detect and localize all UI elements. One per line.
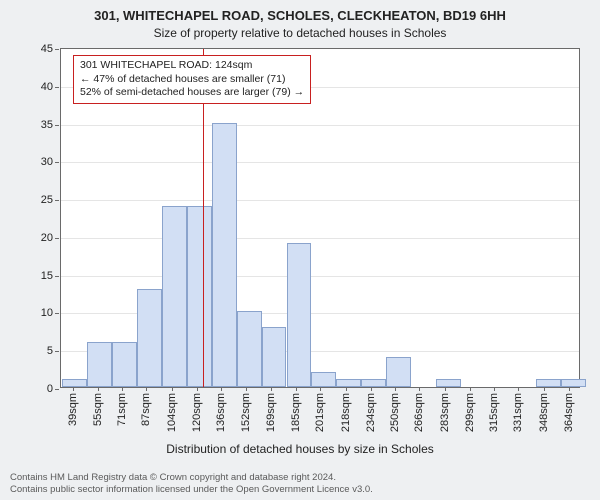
x-tick	[271, 387, 272, 391]
x-tick	[518, 387, 519, 391]
x-tick	[246, 387, 247, 391]
y-tick-label: 45	[41, 43, 53, 55]
x-tick-label: 104sqm	[166, 393, 178, 432]
histogram-bar	[386, 357, 411, 387]
histogram-bar	[112, 342, 137, 387]
x-tick-label: 71sqm	[116, 393, 128, 426]
y-tick	[55, 276, 59, 277]
y-tick-label: 5	[47, 345, 53, 357]
annotation-box: 301 WHITECHAPEL ROAD: 124sqm← 47% of det…	[73, 55, 311, 104]
attribution-footer: Contains HM Land Registry data © Crown c…	[10, 472, 590, 496]
x-tick-label: 266sqm	[413, 393, 425, 432]
gridline	[61, 162, 579, 163]
x-tick	[146, 387, 147, 391]
plot-area: 05101520253035404539sqm55sqm71sqm87sqm10…	[60, 48, 580, 388]
gridline	[61, 238, 579, 239]
y-tick-label: 15	[41, 270, 53, 282]
x-tick	[569, 387, 570, 391]
y-tick	[55, 162, 59, 163]
x-tick-label: 169sqm	[265, 393, 277, 432]
annotation-line: 301 WHITECHAPEL ROAD: 124sqm	[80, 59, 304, 73]
x-tick-label: 87sqm	[140, 393, 152, 426]
x-tick-label: 299sqm	[464, 393, 476, 432]
histogram-plot: 05101520253035404539sqm55sqm71sqm87sqm10…	[60, 48, 580, 388]
x-tick-label: 348sqm	[538, 393, 550, 432]
x-tick-label: 250sqm	[389, 393, 401, 432]
x-tick	[221, 387, 222, 391]
x-tick	[371, 387, 372, 391]
x-tick-label: 218sqm	[340, 393, 352, 432]
histogram-bar	[262, 327, 287, 387]
footer-line1: Contains HM Land Registry data © Crown c…	[10, 472, 590, 484]
x-tick	[494, 387, 495, 391]
x-tick-label: 331sqm	[512, 393, 524, 432]
gridline	[61, 125, 579, 126]
x-tick	[122, 387, 123, 391]
x-tick-label: 364sqm	[563, 393, 575, 432]
gridline	[61, 200, 579, 201]
x-tick	[197, 387, 198, 391]
y-tick	[55, 87, 59, 88]
y-tick-label: 30	[41, 156, 53, 168]
x-tick-label: 152sqm	[240, 393, 252, 432]
y-tick	[55, 125, 59, 126]
y-tick	[55, 313, 59, 314]
x-tick	[470, 387, 471, 391]
x-tick-label: 201sqm	[314, 393, 326, 432]
histogram-bar	[436, 379, 461, 387]
chart-title-line1: 301, WHITECHAPEL ROAD, SCHOLES, CLECKHEA…	[0, 8, 600, 23]
y-tick	[55, 49, 59, 50]
x-tick-label: 283sqm	[439, 393, 451, 432]
x-tick	[445, 387, 446, 391]
x-axis-label: Distribution of detached houses by size …	[0, 442, 600, 456]
x-tick	[296, 387, 297, 391]
annotation-line: ← 47% of detached houses are smaller (71…	[80, 73, 304, 87]
y-tick-label: 25	[41, 194, 53, 206]
x-tick	[320, 387, 321, 391]
y-tick	[55, 238, 59, 239]
x-tick-label: 315sqm	[488, 393, 500, 432]
histogram-bar	[311, 372, 336, 387]
histogram-bar	[561, 379, 586, 387]
gridline	[61, 276, 579, 277]
x-tick	[98, 387, 99, 391]
x-tick-label: 234sqm	[365, 393, 377, 432]
x-tick-label: 136sqm	[215, 393, 227, 432]
x-tick	[544, 387, 545, 391]
x-tick-label: 39sqm	[67, 393, 79, 426]
histogram-bar	[137, 289, 162, 387]
histogram-bar	[361, 379, 386, 387]
y-tick	[55, 389, 59, 390]
histogram-bar	[536, 379, 561, 387]
histogram-bar	[187, 206, 212, 387]
x-tick	[172, 387, 173, 391]
histogram-bar	[62, 379, 87, 387]
y-tick-label: 0	[47, 383, 53, 395]
x-tick	[73, 387, 74, 391]
annotation-line: 52% of semi-detached houses are larger (…	[80, 86, 304, 100]
x-tick-label: 120sqm	[191, 393, 203, 432]
y-tick-label: 20	[41, 232, 53, 244]
histogram-bar	[87, 342, 112, 387]
histogram-bar	[336, 379, 361, 387]
histogram-bar	[237, 311, 262, 387]
x-tick-label: 55sqm	[92, 393, 104, 426]
histogram-bar	[287, 243, 312, 387]
histogram-bar	[162, 206, 187, 387]
x-tick	[419, 387, 420, 391]
x-tick-label: 185sqm	[290, 393, 302, 432]
x-tick	[346, 387, 347, 391]
footer-line2: Contains public sector information licen…	[10, 484, 590, 496]
chart-title-line2: Size of property relative to detached ho…	[0, 26, 600, 40]
y-tick	[55, 351, 59, 352]
y-tick-label: 10	[41, 307, 53, 319]
y-tick-label: 35	[41, 119, 53, 131]
x-tick	[395, 387, 396, 391]
y-tick	[55, 200, 59, 201]
y-tick-label: 40	[41, 81, 53, 93]
histogram-bar	[212, 123, 237, 387]
